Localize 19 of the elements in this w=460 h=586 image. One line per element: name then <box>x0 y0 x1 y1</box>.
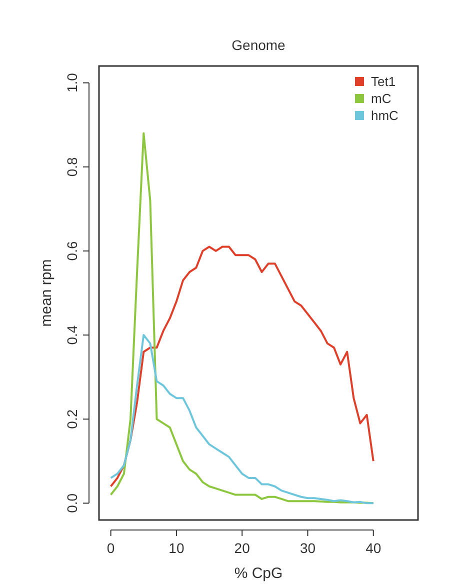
line-series <box>110 246 374 488</box>
x-tick-label: 0 <box>106 540 115 556</box>
chart-title: Genome <box>232 37 286 53</box>
x-tick-label: 10 <box>168 540 184 556</box>
x-tick-label: 30 <box>300 540 316 556</box>
y-tick-label: 0.8 <box>64 156 80 177</box>
y-tick-label: 0.6 <box>64 241 80 261</box>
line-series <box>110 334 374 504</box>
legend-label: Tet1 <box>371 74 396 89</box>
y-tick-label: 1.0 <box>64 72 80 93</box>
x-tick-label: 20 <box>234 540 250 556</box>
y-axis-title: mean rpm <box>38 259 55 327</box>
y-tick-label: 0.0 <box>64 493 80 513</box>
y-tick-label: 0.2 <box>64 409 80 429</box>
legend-label: mC <box>371 91 392 106</box>
x-tick-label: 40 <box>366 540 382 556</box>
legend-label: hmC <box>371 108 398 123</box>
x-axis-title: % CpG <box>234 565 283 582</box>
y-tick-label: 0.4 <box>64 325 80 345</box>
